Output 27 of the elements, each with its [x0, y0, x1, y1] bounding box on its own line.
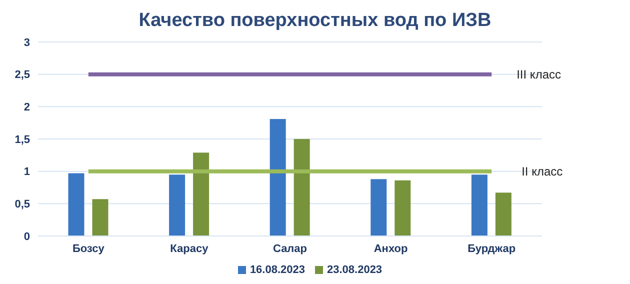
bar [294, 139, 310, 236]
bar [495, 192, 512, 236]
chart-title: Качество поверхностных вод по ИЗВ [138, 9, 492, 33]
x-tick-label: Бозсу [72, 242, 106, 255]
y-tick-label: 0,5 [14, 198, 30, 211]
legend-label: 16.08.2023 [250, 264, 305, 276]
y-tick-label: 0 [24, 230, 30, 243]
bar [92, 199, 108, 236]
x-tick-label: Салар [272, 242, 308, 255]
ref-line-label: III класс [516, 68, 562, 82]
y-tick-label: 1,5 [14, 134, 30, 146]
bar [193, 152, 210, 236]
ref-line-label: II класс [522, 164, 563, 179]
x-tick-label: Анхор [374, 242, 408, 255]
bar [169, 174, 186, 236]
legend-label: 23.08.2023 [327, 264, 382, 276]
bar [394, 180, 411, 236]
bar [270, 118, 286, 236]
bar [370, 179, 387, 236]
y-tick-label: 3 [24, 36, 30, 49]
bar [471, 174, 488, 236]
y-tick-label: 2 [24, 102, 30, 114]
bar [68, 173, 84, 236]
x-tick-label: Карасу [170, 242, 210, 255]
x-tick-label: Бурджар [468, 242, 516, 255]
y-tick-label: 2,5 [14, 69, 30, 82]
y-tick-label: 1 [24, 166, 30, 178]
